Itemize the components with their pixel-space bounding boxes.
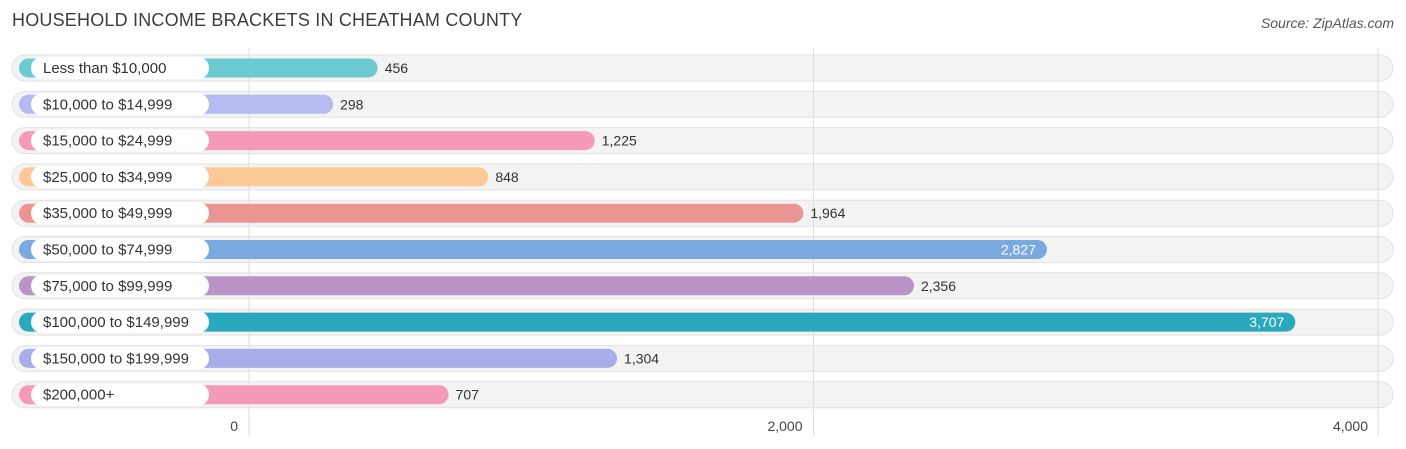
- category-pill: [31, 93, 209, 116]
- category-label: Less than $10,000: [43, 60, 166, 77]
- category-pill: [31, 274, 209, 297]
- value-label: 2,827: [1001, 242, 1036, 258]
- value-label: 1,304: [624, 350, 659, 366]
- value-label: 298: [340, 96, 364, 112]
- row-track: [11, 90, 1394, 118]
- category-pill: [31, 165, 209, 188]
- value-label: 1,964: [810, 205, 845, 221]
- tick-label: 2,000: [767, 418, 802, 434]
- category-pill: [31, 383, 209, 406]
- category-label: $25,000 to $34,999: [43, 169, 172, 186]
- category-label: $15,000 to $24,999: [43, 133, 172, 150]
- category-label: $150,000 to $199,999: [43, 350, 189, 367]
- value-label: 2,356: [921, 278, 956, 294]
- chart-title: HOUSEHOLD INCOME BRACKETS IN CHEATHAM CO…: [12, 10, 523, 30]
- source-label: Source: ZipAtlas.com: [1260, 15, 1394, 31]
- category-pill: [31, 129, 209, 152]
- value-label: 456: [385, 60, 409, 76]
- bar: [19, 312, 1296, 332]
- category-pill: [31, 202, 209, 225]
- value-label: 3,707: [1249, 314, 1284, 330]
- category-pill: [31, 311, 209, 334]
- category-label: $200,000+: [43, 387, 115, 404]
- category-pill: [31, 238, 209, 261]
- category-label: $50,000 to $74,999: [43, 242, 172, 259]
- category-pill: [31, 347, 209, 370]
- bar: [19, 276, 914, 296]
- category-label: $10,000 to $14,999: [43, 96, 172, 113]
- bar: [19, 240, 1047, 259]
- bar: [19, 203, 804, 223]
- value-label: 848: [495, 169, 519, 185]
- tick-label: 0: [230, 418, 238, 434]
- value-label: 707: [456, 387, 480, 403]
- tick-label: 4,000: [1333, 418, 1368, 434]
- category-label: $75,000 to $99,999: [43, 278, 172, 295]
- category-label: $100,000 to $149,999: [43, 314, 189, 331]
- category-label: $35,000 to $49,999: [43, 205, 172, 222]
- value-label: 1,225: [602, 133, 637, 149]
- category-pill: [31, 57, 209, 79]
